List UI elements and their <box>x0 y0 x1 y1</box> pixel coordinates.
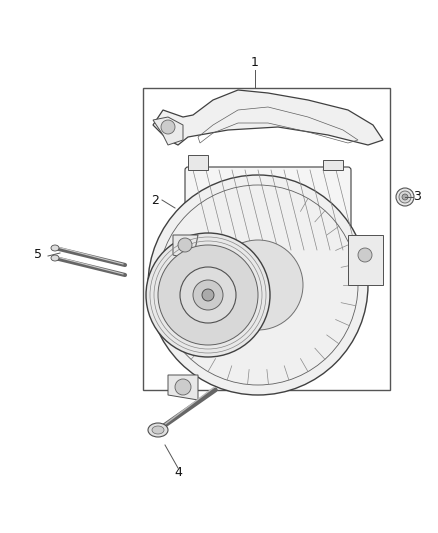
Polygon shape <box>168 375 198 400</box>
FancyBboxPatch shape <box>185 167 351 253</box>
Circle shape <box>161 120 175 134</box>
Circle shape <box>193 280 223 310</box>
Text: 1: 1 <box>251 55 259 69</box>
Circle shape <box>402 194 408 200</box>
Circle shape <box>202 289 214 301</box>
Circle shape <box>396 188 414 206</box>
Text: 3: 3 <box>413 190 421 204</box>
Circle shape <box>358 248 372 262</box>
Circle shape <box>213 240 303 330</box>
Text: 5: 5 <box>34 248 42 262</box>
Polygon shape <box>153 90 383 145</box>
Ellipse shape <box>51 255 59 261</box>
Ellipse shape <box>148 423 168 437</box>
Polygon shape <box>153 117 183 145</box>
Circle shape <box>146 233 270 357</box>
Circle shape <box>148 175 368 395</box>
Circle shape <box>180 267 236 323</box>
Polygon shape <box>323 160 343 170</box>
Ellipse shape <box>152 426 164 434</box>
Text: 2: 2 <box>151 193 159 206</box>
Circle shape <box>158 245 258 345</box>
Polygon shape <box>188 155 208 170</box>
Polygon shape <box>348 235 383 285</box>
Circle shape <box>399 191 411 203</box>
Ellipse shape <box>51 245 59 251</box>
Circle shape <box>178 238 192 252</box>
Polygon shape <box>173 235 198 260</box>
Text: 4: 4 <box>174 465 182 479</box>
Circle shape <box>175 379 191 395</box>
Bar <box>143 88 390 390</box>
